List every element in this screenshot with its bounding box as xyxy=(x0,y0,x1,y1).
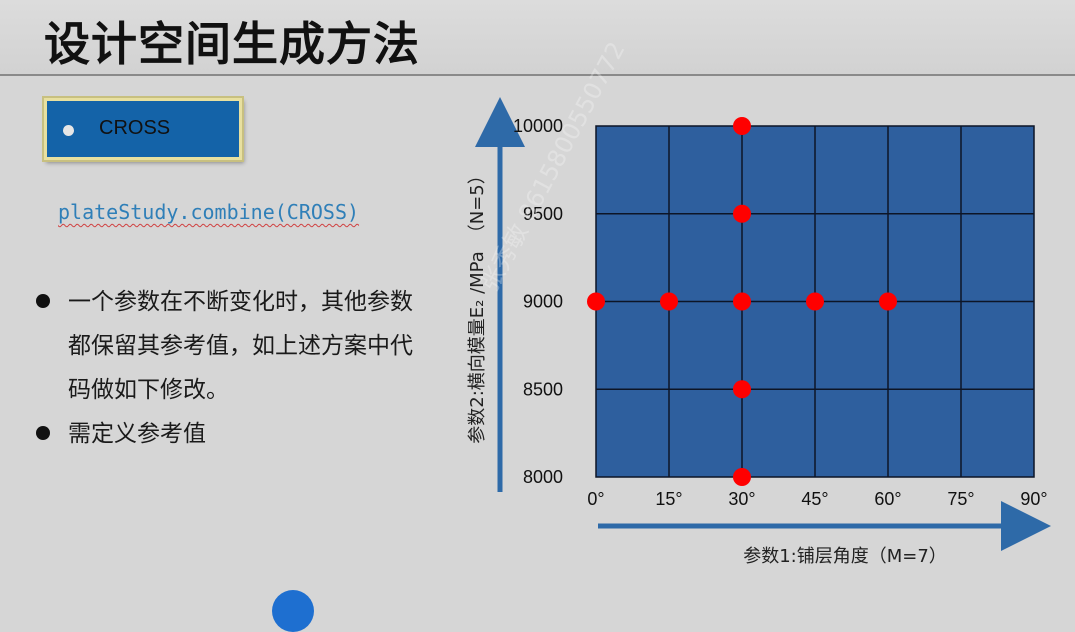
title-bar: 设计空间生成方法 xyxy=(0,0,1075,76)
cross-label: CROSS xyxy=(99,117,171,139)
bullet-item-1: 一个参数在不断变化时，其他参数都保留其参考值，如上述方案中代码做如下修改。 xyxy=(34,280,434,412)
data-point xyxy=(733,380,751,399)
x-axis-label: 参数1:铺层角度（M=7） xyxy=(743,546,947,567)
design-space-chart: 0° 15° 30° 45° 60° 75° 90° 8000 8500 9000 9500 1000… xyxy=(467,97,1051,567)
x-tick-label: 60° xyxy=(874,489,901,509)
bullet-list: 一个参数在不断变化时，其他参数都保留其参考值，如上述方案中代码做如下修改。 需定… xyxy=(34,280,434,456)
bullet-dot-icon xyxy=(63,125,74,136)
y-tick-label: 10000 xyxy=(513,116,563,136)
data-point xyxy=(733,292,751,311)
data-point xyxy=(733,117,751,135)
x-tick-label: 15° xyxy=(655,489,682,509)
slide-title: 设计空间生成方法 xyxy=(44,17,420,71)
x-tick-label: 45° xyxy=(801,489,828,509)
x-tick-label: 30° xyxy=(728,489,755,509)
data-point xyxy=(733,468,751,486)
y-tick-label: 9000 xyxy=(523,292,563,312)
data-point xyxy=(733,204,751,223)
data-point xyxy=(660,292,678,311)
x-tick-label: 75° xyxy=(947,489,974,509)
bullet-item-2: 需定义参考值 xyxy=(34,412,434,456)
y-tick-label: 9500 xyxy=(523,204,563,224)
data-point xyxy=(879,292,897,311)
cross-button[interactable]: CROSS xyxy=(44,98,242,160)
x-tick-label: 90° xyxy=(1020,489,1047,509)
data-point xyxy=(587,292,605,311)
y-axis-label: 参数2:横向模量E₂ /MPa （N=5） xyxy=(467,166,488,444)
y-tick-label: 8500 xyxy=(523,379,563,399)
y-tick-label: 8000 xyxy=(523,467,563,487)
code-line: plateStudy.combine(CROSS) xyxy=(58,200,360,224)
x-tick-label: 0° xyxy=(587,489,604,509)
data-point xyxy=(806,292,824,311)
